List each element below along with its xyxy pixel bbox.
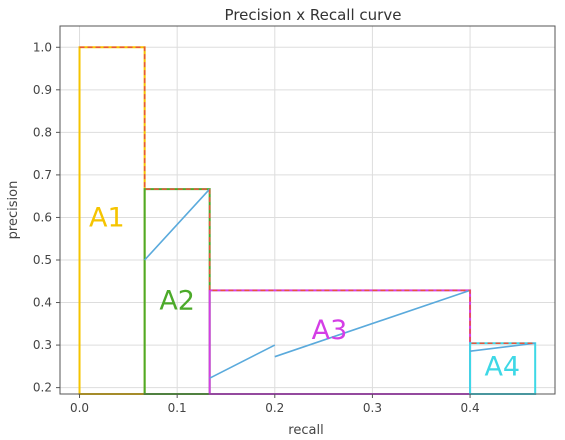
pr-curve-segment [274, 289, 471, 358]
pr-curve-segment [469, 342, 536, 352]
x-tick-label: 0.2 [265, 401, 284, 415]
y-tick-label: 0.3 [33, 338, 52, 352]
region-a1-label: A1 [89, 202, 125, 233]
y-tick-label: 0.2 [33, 381, 52, 395]
x-tick-label: 0.4 [461, 401, 480, 415]
interpolated-precision-line [79, 46, 536, 344]
y-ticks: 0.2 0.3 0.4 0.5 0.6 0.7 0.8 0.9 1.0 [33, 40, 60, 395]
region-a3-label: A3 [312, 315, 348, 346]
y-tick-label: 0.7 [33, 168, 52, 182]
y-tick-label: 1.0 [33, 40, 52, 54]
y-axis-label: precision [6, 181, 21, 240]
y-tick-label: 0.5 [33, 253, 52, 267]
chart-title: Precision x Recall curve [225, 6, 402, 24]
x-tick-label: 0.1 [168, 401, 187, 415]
y-tick-label: 0.9 [33, 83, 52, 97]
region-labels: A1 A2 A3 A4 [89, 202, 520, 382]
x-tick-label: 0.0 [70, 401, 89, 415]
x-axis-label: recall [288, 423, 323, 438]
y-tick-label: 0.4 [33, 296, 52, 310]
y-tick-label: 0.8 [33, 125, 52, 139]
curves [79, 46, 536, 379]
pr-curve-segment [144, 188, 211, 261]
region-a4-label: A4 [484, 351, 520, 382]
y-tick-label: 0.6 [33, 210, 52, 224]
x-ticks: 0.0 0.1 0.2 0.3 0.4 [70, 394, 480, 415]
x-tick-label: 0.3 [363, 401, 382, 415]
area-regions [78, 46, 537, 395]
region-a2-label: A2 [159, 285, 195, 316]
plot-frame [59, 25, 556, 395]
grid [60, 26, 555, 394]
pr-curve-segment [209, 344, 276, 379]
